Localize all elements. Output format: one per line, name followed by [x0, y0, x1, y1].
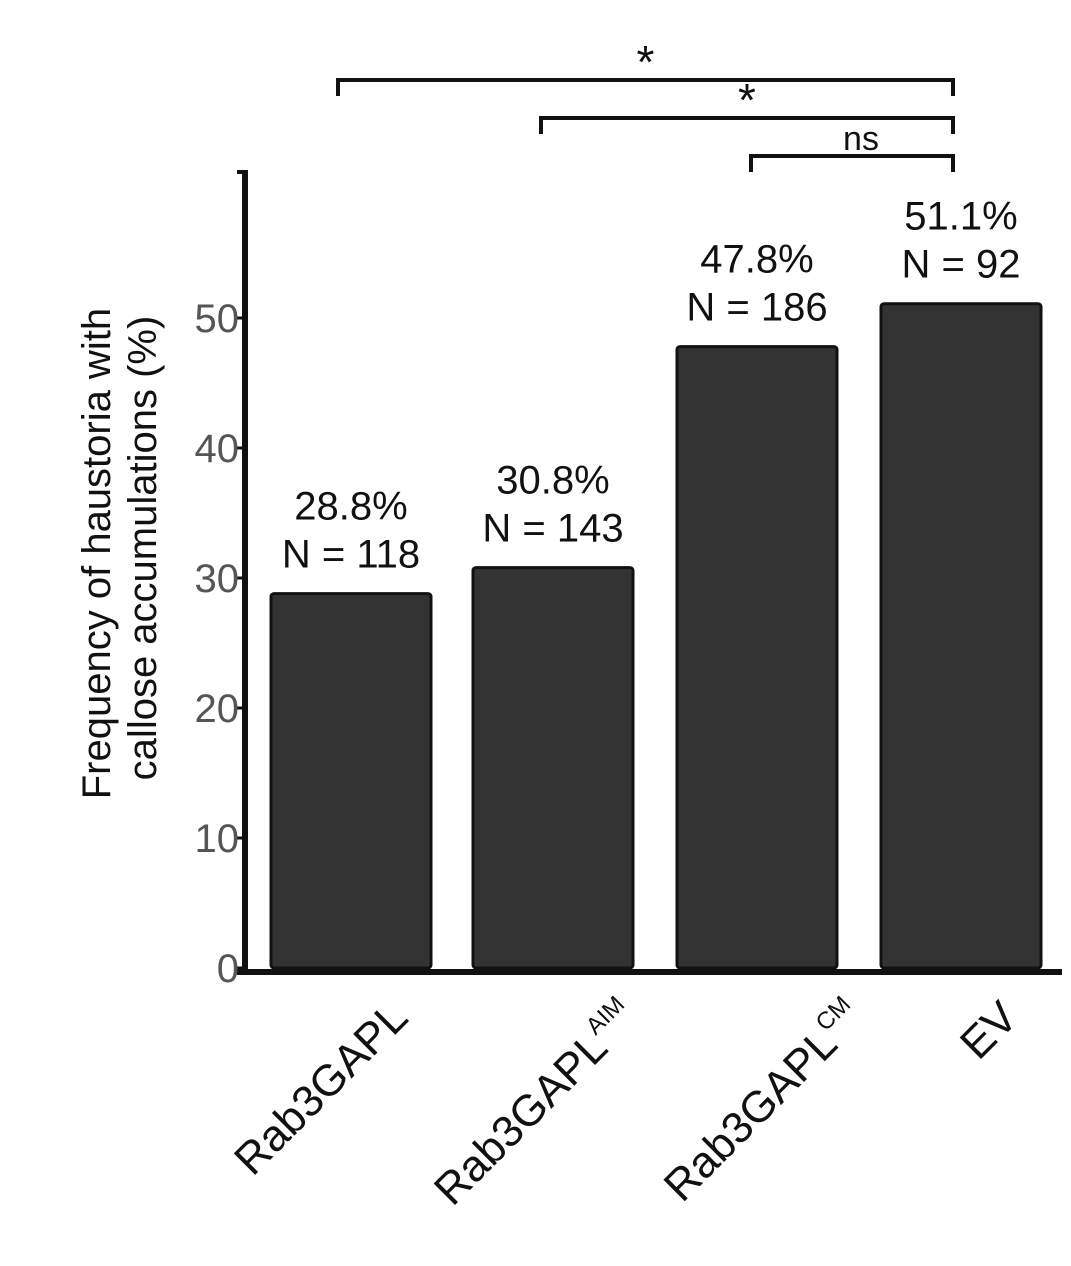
bar [471, 566, 635, 970]
significance-bracket [336, 78, 955, 96]
y-tick-label: 50 [195, 297, 240, 341]
bar-value-label: 30.8% [496, 459, 609, 503]
y-tick-label: 40 [195, 427, 240, 471]
bar-value-label: 28.8% [294, 485, 407, 529]
category-label: EV [951, 992, 1028, 1069]
bar [879, 302, 1043, 970]
category-label-text: EV [951, 992, 1028, 1069]
y-axis-title: Frequency of haustoria with callose accu… [75, 297, 165, 800]
y-tick-label: 10 [195, 817, 240, 861]
y-ticks: 0 10 20 30 40 50 [195, 297, 245, 991]
bar [269, 592, 433, 970]
category-label-text: Rab3GAPL [225, 992, 417, 1184]
significance-label: * [738, 74, 756, 126]
y-tick-label: 20 [195, 687, 240, 731]
category-label: Rab3GAPLAIM [423, 991, 647, 1215]
chart-axes [237, 170, 1062, 975]
significance-label: * [637, 36, 655, 88]
category-label: Rab3GAPL [225, 992, 417, 1184]
bar-n-label: N = 118 [282, 533, 420, 577]
bar-labels: 28.8%N = 118 30.8%N = 143 47.8%N = 186 51.1… [282, 195, 1021, 577]
bar-n-label: N = 186 [686, 286, 827, 330]
bar-n-label: N = 143 [482, 507, 623, 551]
category-label-text: Rab3GAPL [655, 1019, 847, 1211]
category-label: Rab3GAPLCM [653, 991, 873, 1211]
y-tick-label: 30 [195, 557, 240, 601]
bar-n-label: N = 92 [902, 243, 1021, 287]
significance-bracket [539, 116, 955, 134]
y-axis-title-line-1: Frequency of haustoria with [75, 308, 119, 799]
significance-brackets: * * ns [336, 36, 955, 172]
bar-value-label: 47.8% [700, 238, 813, 282]
bar [675, 345, 839, 970]
category-label-text: Rab3GAPL [425, 1023, 617, 1215]
y-tick-label: 0 [217, 947, 239, 991]
bar-value-label: 51.1% [904, 195, 1017, 239]
significance-bracket [749, 154, 955, 172]
significance-label: ns [843, 120, 879, 158]
bars [269, 302, 1043, 970]
y-axis-title-line-2: callose accumulations (%) [121, 316, 165, 781]
